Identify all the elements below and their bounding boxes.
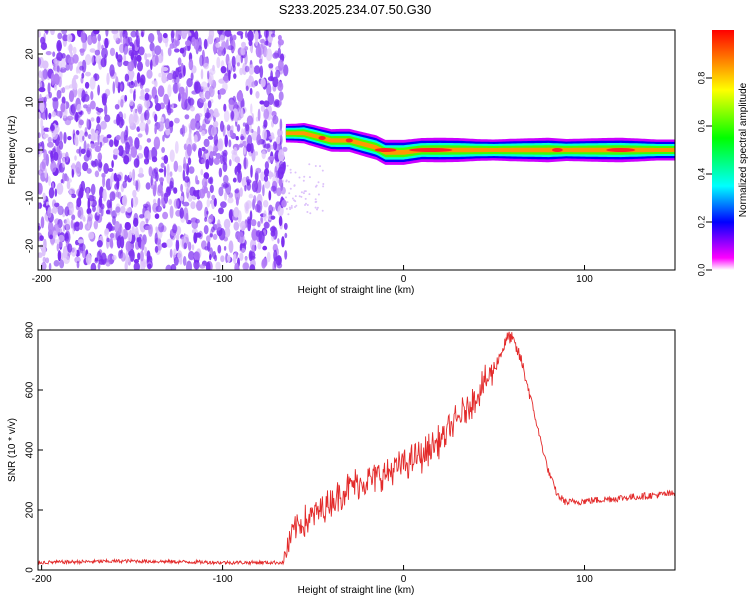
colorbar-tick-label: 0.6 <box>696 120 706 133</box>
x-tick-label: 100 <box>576 274 593 285</box>
snr-series-line <box>38 331 675 566</box>
colorbar-tick-label: 0.2 <box>696 216 706 229</box>
x-tick-label: 0 <box>401 574 407 585</box>
snr-panel: -200 -100 0 100 0 200 400 600 800 Height of stra… <box>7 321 676 596</box>
y-tick-label: 0 <box>25 567 36 573</box>
signal-band-peak <box>606 148 636 152</box>
y-tick-label: 10 <box>25 96 36 108</box>
colorbar-gradient <box>712 30 734 270</box>
signal-band-peak <box>552 148 563 152</box>
y-tick-label: 400 <box>25 441 36 458</box>
spectrogram-signal-band <box>285 123 675 165</box>
signal-band-peak <box>409 148 453 152</box>
x-tick-label: 100 <box>576 574 593 585</box>
y-tick-label: 600 <box>25 381 36 398</box>
y-tick-label: 800 <box>25 321 36 338</box>
signal-band-peak <box>318 136 326 140</box>
x-tick-label: 0 <box>401 274 407 285</box>
x-tick-label: -200 <box>32 574 52 585</box>
x-tick-label: -200 <box>32 274 52 285</box>
snr-xlabel: Height of straight line (km) <box>298 585 415 596</box>
colorbar-tick-label: 0.8 <box>696 72 706 85</box>
spectrogram-noise-region <box>38 30 325 270</box>
signal-band-peak <box>345 138 353 143</box>
spectrogram-xlabel: Height of straight line (km) <box>298 285 415 296</box>
signal-band-peak <box>374 148 397 152</box>
colorbar: 0.0 0.2 0.4 0.6 0.8 Normalized spectral ampl… <box>696 30 749 276</box>
figure-title: S233.2025.234.07.50.G30 <box>279 2 432 17</box>
y-tick-label: -10 <box>25 190 36 205</box>
colorbar-tick-label: 0.0 <box>696 264 706 277</box>
y-tick-label: -20 <box>25 238 36 253</box>
y-tick-label: 0 <box>25 147 36 153</box>
y-tick-label: 200 <box>25 501 36 518</box>
colorbar-ticks: 0.0 0.2 0.4 0.6 0.8 <box>696 72 712 277</box>
snr-ylabel: SNR (10 * v/v) <box>7 418 18 482</box>
x-tick-label: -100 <box>213 574 233 585</box>
snr-plot-area <box>38 330 675 570</box>
snr-axes: -200 -100 0 100 0 200 400 600 800 <box>25 321 594 585</box>
colorbar-tick-label: 0.4 <box>696 168 706 181</box>
y-tick-label: 20 <box>25 48 36 60</box>
spectrogram-ylabel: Frequency (Hz) <box>7 116 18 185</box>
colorbar-label: Normalized spectral amplitude <box>738 82 749 217</box>
x-tick-label: -100 <box>213 274 233 285</box>
